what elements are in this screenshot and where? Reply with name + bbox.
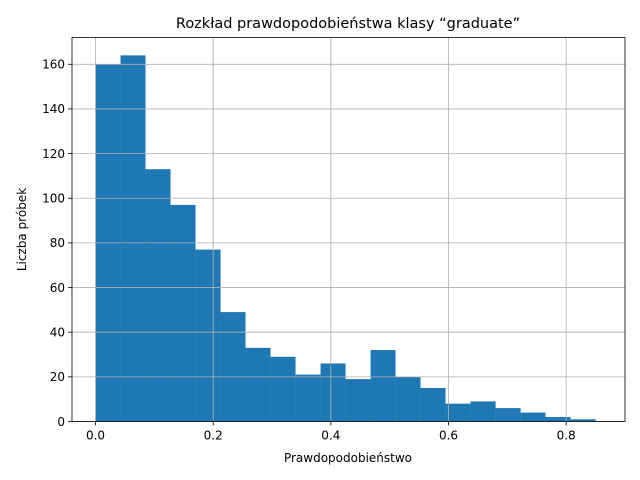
histogram-bar xyxy=(470,401,496,422)
histogram-bar xyxy=(495,408,521,422)
y-tick-label: 120 xyxy=(42,147,65,161)
histogram-bar xyxy=(170,204,196,422)
y-tick-label: 0 xyxy=(57,415,65,429)
y-tick-label: 160 xyxy=(42,58,65,72)
histogram-bar xyxy=(445,403,471,422)
histogram-bar xyxy=(320,363,346,422)
y-axis-label: Liczba próbek xyxy=(15,188,29,271)
histogram-bar xyxy=(570,419,596,422)
y-tick-label: 40 xyxy=(50,325,65,339)
x-tick-label: 0.4 xyxy=(321,429,340,443)
histogram-bar xyxy=(120,55,146,422)
y-tick-label: 140 xyxy=(42,102,65,116)
histogram-bar xyxy=(295,374,321,422)
y-tick-label: 100 xyxy=(42,192,65,206)
y-tick-label: 20 xyxy=(50,370,65,384)
histogram-bar xyxy=(420,388,446,422)
x-axis: 0.0 0.2 0.4 0.6 0.8 xyxy=(86,421,576,443)
histogram-bar xyxy=(195,249,221,422)
histogram-bar xyxy=(270,356,296,422)
y-tick-label: 80 xyxy=(50,236,65,250)
plot-frame xyxy=(71,37,626,422)
y-tick-label: 60 xyxy=(50,281,65,295)
x-tick-label: 0.2 xyxy=(204,429,223,443)
y-axis: 0 20 40 60 80 100 120 140 160 xyxy=(42,58,72,429)
histogram-bar xyxy=(520,412,546,422)
bars xyxy=(72,37,625,422)
histogram-bar xyxy=(395,376,421,422)
chart-title: Rozkład prawdopodobieństwa klasy “gradua… xyxy=(176,16,520,32)
histogram-bar xyxy=(245,347,271,422)
x-tick-label: 0.6 xyxy=(439,429,458,443)
x-tick-label: 0.0 xyxy=(86,429,105,443)
histogram-bar xyxy=(370,350,396,422)
x-tick-label: 0.8 xyxy=(557,429,576,443)
histogram-bar xyxy=(545,417,571,422)
histogram-bar xyxy=(345,379,371,422)
histogram-bar xyxy=(220,312,246,422)
histogram-bar xyxy=(145,169,171,422)
x-axis-label: Prawdopodobieństwo xyxy=(284,451,412,465)
